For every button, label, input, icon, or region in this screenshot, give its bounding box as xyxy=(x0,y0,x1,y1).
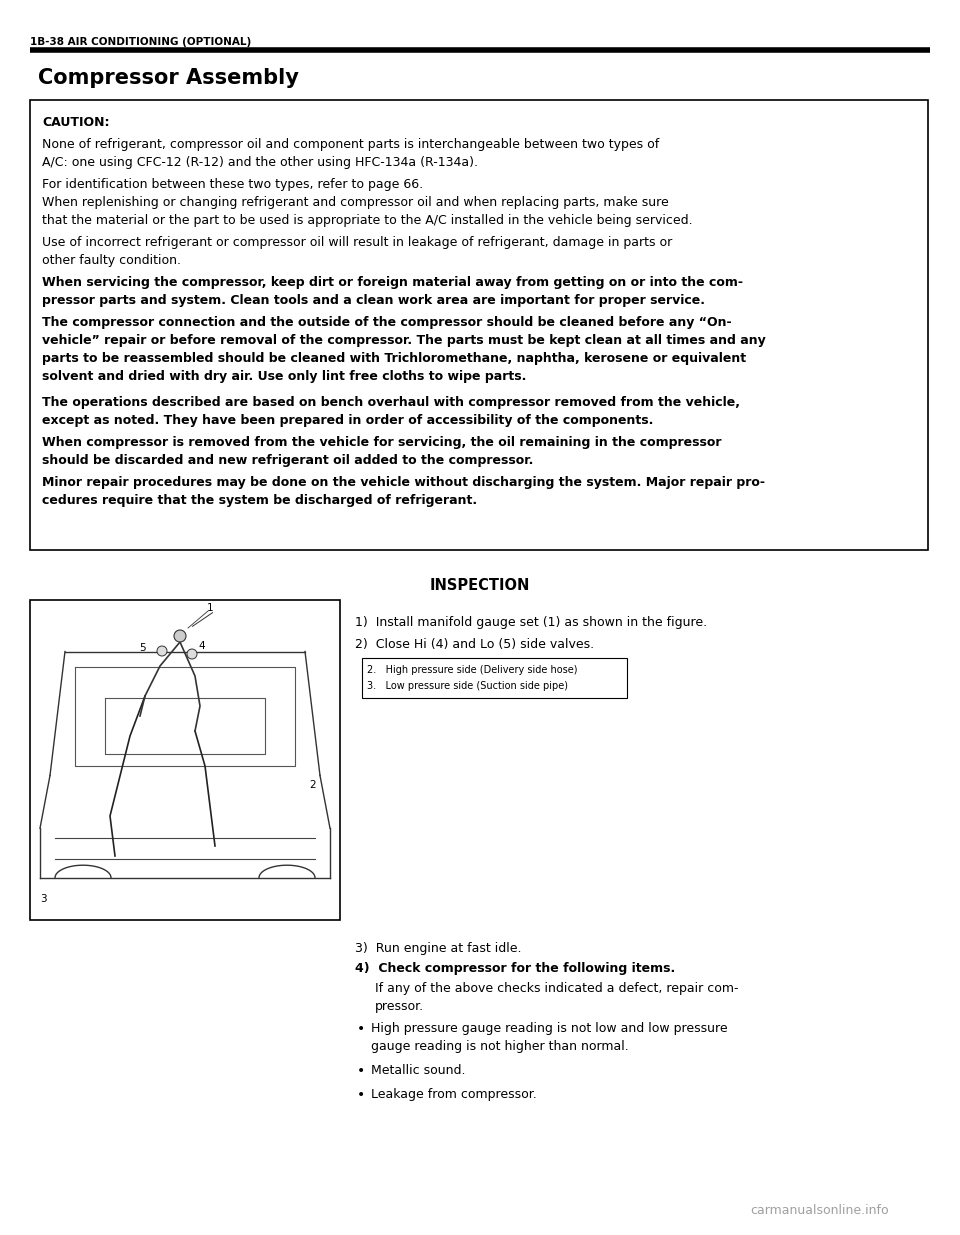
Text: When compressor is removed from the vehicle for servicing, the oil remaining in : When compressor is removed from the vehi… xyxy=(42,436,722,450)
Circle shape xyxy=(157,646,167,656)
Text: 1B-38 AIR CONDITIONING (OPTIONAL): 1B-38 AIR CONDITIONING (OPTIONAL) xyxy=(30,37,252,47)
Text: The compressor connection and the outside of the compressor should be cleaned be: The compressor connection and the outsid… xyxy=(42,316,732,329)
Text: Leakage from compressor.: Leakage from compressor. xyxy=(371,1088,537,1100)
Text: pressor parts and system. Clean tools and a clean work area are important for pr: pressor parts and system. Clean tools an… xyxy=(42,294,705,308)
Text: None of refrigerant, compressor oil and component parts is interchangeable betwe: None of refrigerant, compressor oil and … xyxy=(42,138,660,151)
Text: Compressor Assembly: Compressor Assembly xyxy=(38,68,299,88)
Text: Use of incorrect refrigerant or compressor oil will result in leakage of refrige: Use of incorrect refrigerant or compress… xyxy=(42,236,672,249)
Circle shape xyxy=(187,650,197,659)
Text: When replenishing or changing refrigerant and compressor oil and when replacing : When replenishing or changing refrigeran… xyxy=(42,196,669,209)
Circle shape xyxy=(174,630,186,642)
FancyBboxPatch shape xyxy=(30,600,340,920)
Text: pressor.: pressor. xyxy=(375,1000,424,1013)
Text: For identification between these two types, refer to page 66.: For identification between these two typ… xyxy=(42,178,423,191)
Text: A/C: one using CFC-12 (R-12) and the other using HFC-134a (R-134a).: A/C: one using CFC-12 (R-12) and the oth… xyxy=(42,156,478,169)
Text: •: • xyxy=(357,1088,365,1102)
Text: 2: 2 xyxy=(310,779,316,790)
Text: should be discarded and new refrigerant oil added to the compressor.: should be discarded and new refrigerant … xyxy=(42,454,534,467)
Text: 2)  Close Hi (4) and Lo (5) side valves.: 2) Close Hi (4) and Lo (5) side valves. xyxy=(355,638,594,651)
Text: 4: 4 xyxy=(199,641,205,651)
Text: 4)  Check compressor for the following items.: 4) Check compressor for the following it… xyxy=(355,962,675,974)
Text: Minor repair procedures may be done on the vehicle without discharging the syste: Minor repair procedures may be done on t… xyxy=(42,475,765,489)
Text: 5: 5 xyxy=(138,643,145,653)
Text: except as noted. They have been prepared in order of accessibility of the compon: except as noted. They have been prepared… xyxy=(42,414,654,427)
Text: High pressure gauge reading is not low and low pressure: High pressure gauge reading is not low a… xyxy=(371,1023,728,1035)
Text: carmanualsonline.info: carmanualsonline.info xyxy=(750,1203,889,1216)
Text: other faulty condition.: other faulty condition. xyxy=(42,254,181,267)
Text: vehicle” repair or before removal of the compressor. The parts must be kept clea: vehicle” repair or before removal of the… xyxy=(42,333,766,347)
FancyBboxPatch shape xyxy=(362,658,627,698)
Text: cedures require that the system be discharged of refrigerant.: cedures require that the system be disch… xyxy=(42,494,477,508)
Text: •: • xyxy=(357,1023,365,1036)
Text: CAUTION:: CAUTION: xyxy=(42,116,109,128)
Text: parts to be reassembled should be cleaned with Trichloromethane, naphtha, kerose: parts to be reassembled should be cleane… xyxy=(42,352,746,366)
Text: INSPECTION: INSPECTION xyxy=(430,578,530,593)
Text: 1: 1 xyxy=(206,603,213,613)
Text: 2.   High pressure side (Delivery side hose): 2. High pressure side (Delivery side hos… xyxy=(367,664,578,676)
Text: 3)  Run engine at fast idle.: 3) Run engine at fast idle. xyxy=(355,942,521,955)
Text: that the material or the part to be used is appropriate to the A/C installed in : that the material or the part to be used… xyxy=(42,214,692,227)
FancyBboxPatch shape xyxy=(30,100,928,550)
Text: •: • xyxy=(357,1065,365,1078)
Text: If any of the above checks indicated a defect, repair com-: If any of the above checks indicated a d… xyxy=(375,982,738,995)
Text: 3.   Low pressure side (Suction side pipe): 3. Low pressure side (Suction side pipe) xyxy=(367,680,568,692)
Text: 3: 3 xyxy=(39,894,46,904)
Text: 1)  Install manifold gauge set (1) as shown in the figure.: 1) Install manifold gauge set (1) as sho… xyxy=(355,616,708,629)
Text: gauge reading is not higher than normal.: gauge reading is not higher than normal. xyxy=(371,1040,629,1053)
Text: When servicing the compressor, keep dirt or foreign material away from getting o: When servicing the compressor, keep dirt… xyxy=(42,275,743,289)
Text: Metallic sound.: Metallic sound. xyxy=(371,1065,466,1077)
Text: solvent and dried with dry air. Use only lint free cloths to wipe parts.: solvent and dried with dry air. Use only… xyxy=(42,370,526,383)
Text: The operations described are based on bench overhaul with compressor removed fro: The operations described are based on be… xyxy=(42,396,740,409)
